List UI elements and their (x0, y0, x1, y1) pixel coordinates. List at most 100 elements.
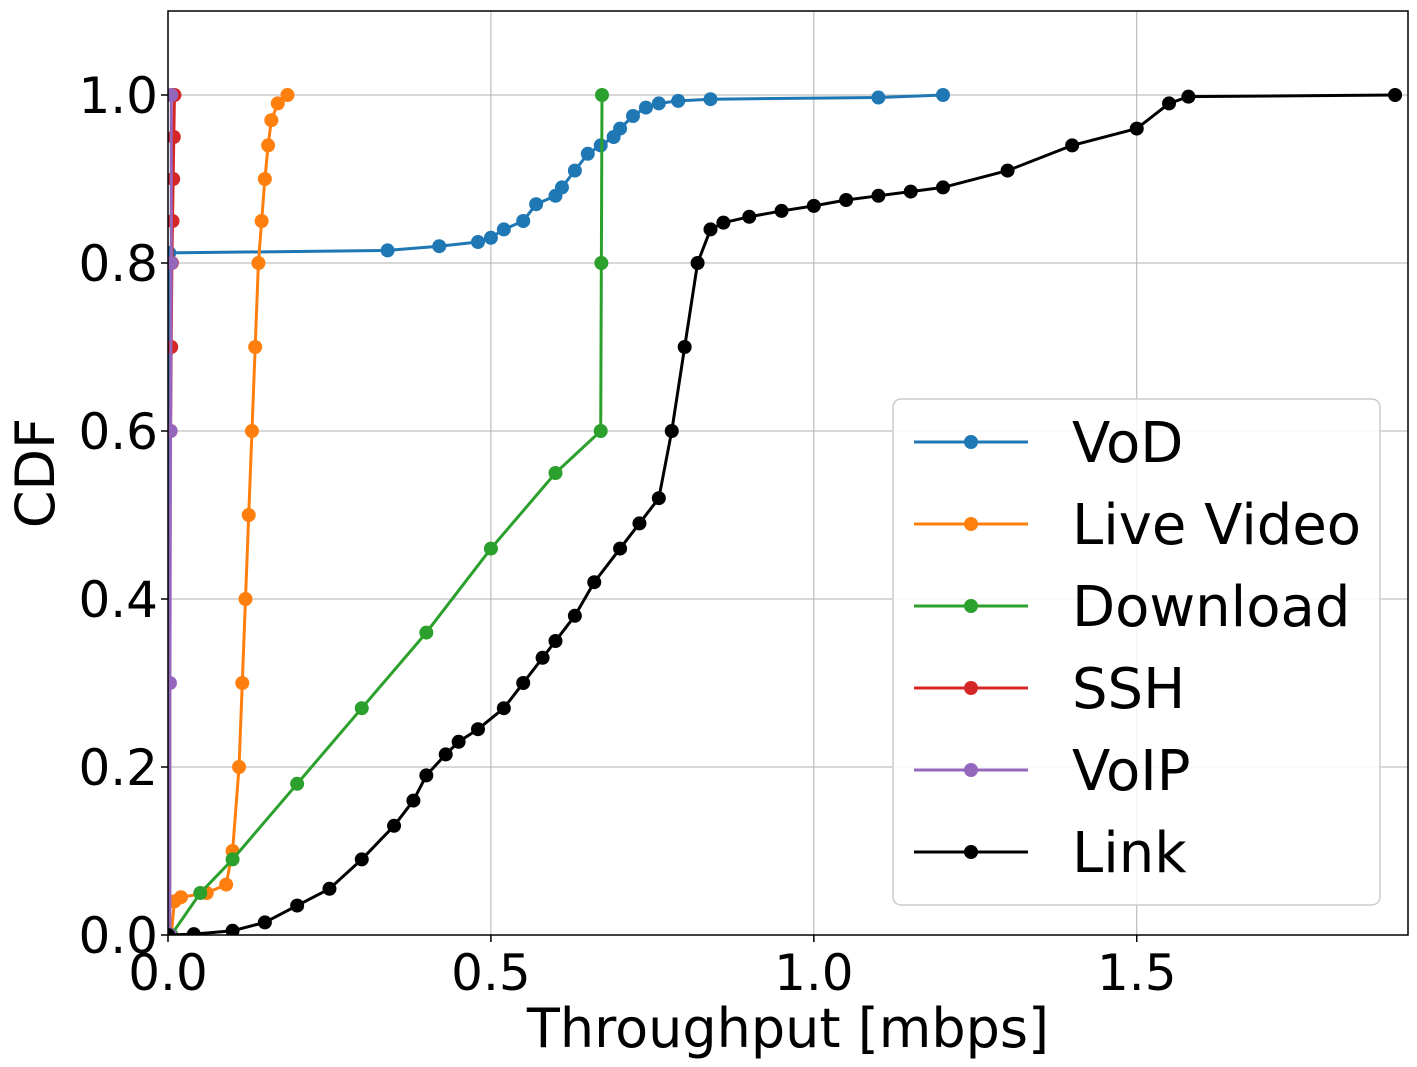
series-line-voip (168, 95, 173, 935)
data-point-voip (168, 88, 179, 102)
data-point-link (535, 650, 550, 665)
data-point-link (451, 734, 466, 749)
legend-entry-vod: VoD (914, 411, 1183, 476)
data-point-live-video (219, 877, 234, 892)
series-live-video (168, 88, 295, 935)
data-point-live-video (254, 214, 269, 228)
data-point-voip (168, 256, 179, 270)
data-point-download (193, 886, 208, 900)
data-point-live-video (173, 890, 188, 905)
data-point-link (936, 180, 950, 195)
data-point-link (742, 209, 757, 224)
ticks: 0.0 0.5 1.0 1.5 0.0 0.2 0.4 0.6 0.8 1.0 (78, 67, 1176, 1002)
legend-entries: VoD Live Video Download SSH VoIP Link (914, 411, 1361, 886)
y-tick-label: 1.0 (78, 67, 158, 125)
data-point-vod (567, 163, 582, 178)
y-tick-label: 0.8 (78, 235, 158, 293)
legend-entry-link: Link (914, 821, 1187, 886)
data-point-link (703, 222, 718, 237)
data-point-vod (651, 96, 666, 111)
legend-marker (964, 845, 978, 859)
data-point-link (387, 818, 402, 833)
y-tick-label: 0.4 (78, 571, 158, 629)
data-point-link (690, 256, 705, 270)
legend-label: Live Video (1072, 493, 1361, 558)
data-point-vod (613, 121, 628, 136)
data-point-vod (638, 100, 653, 115)
data-point-link (716, 215, 731, 230)
data-point-link (664, 424, 679, 438)
legend-entry-live-video: Live Video (914, 493, 1361, 558)
data-point-link (290, 898, 305, 913)
legend-label: Download (1072, 575, 1350, 640)
data-point-live-video (261, 138, 276, 153)
data-point-link (632, 516, 647, 531)
data-point-link (496, 701, 511, 716)
legend-marker (964, 435, 978, 449)
data-point-live-video (238, 592, 253, 606)
x-tick-label: 1.0 (774, 944, 854, 1002)
data-point-link (806, 198, 821, 213)
data-point-live-video (257, 172, 272, 186)
legend-marker (964, 599, 978, 613)
data-point-link (1000, 163, 1015, 178)
data-point-download (593, 424, 608, 438)
data-point-link (774, 203, 789, 218)
x-axis-label: Throughput [mbps] (526, 997, 1049, 1060)
data-point-link (587, 575, 602, 590)
y-tick-label: 0.6 (78, 403, 158, 461)
legend: VoD Live Video Download SSH VoIP Link (892, 398, 1381, 906)
data-point-link (419, 768, 434, 783)
y-axis-label: CDF (4, 418, 67, 528)
data-point-link (322, 881, 337, 896)
series-download (168, 88, 609, 935)
legend-label: SSH (1072, 657, 1185, 722)
data-point-link (651, 491, 666, 506)
data-point-vod (529, 197, 544, 212)
legend-marker (964, 681, 978, 695)
series-vod (168, 88, 950, 935)
data-point-download (483, 541, 498, 556)
legend-marker (964, 517, 978, 531)
data-point-vod (380, 243, 395, 258)
data-point-download (225, 852, 240, 867)
data-point-link (168, 928, 175, 935)
data-point-live-video (248, 340, 263, 354)
legend-entry-voip: VoIP (914, 739, 1191, 804)
series-line-link (168, 93, 1396, 935)
data-point-vod (580, 146, 595, 161)
data-point-live-video (270, 96, 285, 111)
data-point-live-video (251, 256, 266, 270)
data-point-vod (516, 214, 531, 228)
data-point-link (354, 852, 369, 867)
data-point-live-video (244, 424, 259, 438)
x-tick-label: 0.0 (128, 944, 208, 1002)
data-point-link (1388, 88, 1403, 102)
data-point-vod (671, 93, 686, 108)
data-point-voip (168, 676, 177, 690)
data-point-link (225, 923, 240, 935)
data-point-link (871, 188, 886, 203)
data-point-live-video (232, 760, 247, 774)
data-point-vod (483, 230, 498, 245)
data-point-ssh (168, 130, 181, 144)
data-point-link (1129, 121, 1144, 136)
legend-entry-download: Download (914, 575, 1350, 640)
data-point-vod (496, 222, 511, 237)
data-point-link (438, 747, 453, 762)
data-point-live-video (235, 676, 250, 690)
data-point-vod (432, 239, 447, 254)
legend-label: VoD (1072, 411, 1183, 476)
data-point-link (903, 184, 918, 199)
data-point-download (548, 466, 563, 480)
data-point-link (1065, 138, 1080, 153)
data-point-voip (168, 424, 178, 438)
y-tick-label: 0.0 (78, 907, 158, 965)
data-point-link (677, 340, 692, 354)
legend-marker (964, 763, 978, 777)
data-point-download (594, 256, 609, 270)
data-point-vod (871, 90, 886, 105)
data-point-link (567, 608, 582, 623)
data-point-link (839, 193, 854, 207)
